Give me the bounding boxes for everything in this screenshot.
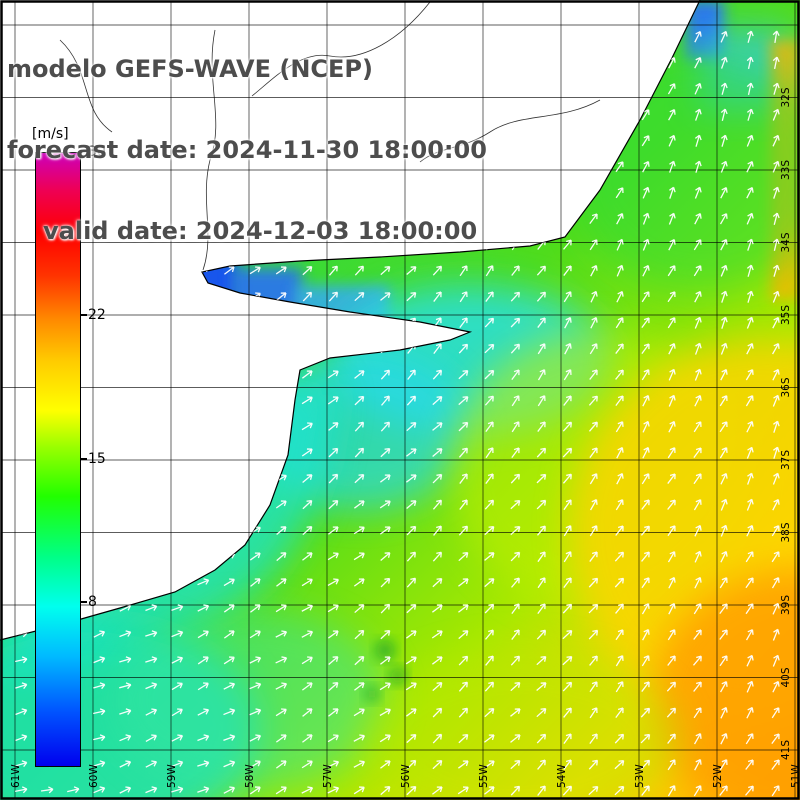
lon-label: 52W xyxy=(712,764,724,788)
lon-label: 60W xyxy=(88,764,100,788)
header: modelo GEFS-WAVE (NCEP) forecast date: 2… xyxy=(7,2,487,272)
lon-label: 58W xyxy=(244,764,256,788)
lon-label: 51W xyxy=(790,764,800,788)
colorbar-tick-label: 8 xyxy=(88,593,97,610)
colorbar-tick-label: 15 xyxy=(88,450,106,467)
lat-label: 32S xyxy=(780,87,792,107)
lon-label: 55W xyxy=(478,764,490,788)
lat-label: 41S xyxy=(780,740,792,760)
colorbar-gradient xyxy=(35,152,81,767)
lat-label: 34S xyxy=(780,232,792,252)
lon-label: 56W xyxy=(400,764,412,788)
colorbar-unit-label: [m/s] xyxy=(30,126,71,142)
lon-label: 61W xyxy=(10,764,22,788)
river-contours xyxy=(59,1,601,271)
lat-label: 35S xyxy=(780,305,792,325)
lat-label: 33S xyxy=(780,160,792,180)
lat-label: 38S xyxy=(780,522,792,542)
colorbar-tick-mark xyxy=(80,151,87,153)
lon-label: 59W xyxy=(166,764,178,788)
lat-label: 40S xyxy=(780,667,792,687)
lat-label: 39S xyxy=(780,595,792,615)
colorbar-tick-label: 22 xyxy=(88,307,106,324)
colorbar-tick-mark xyxy=(80,314,87,317)
colorbar: [m/s] 30 22 15 8 xyxy=(30,126,150,786)
lat-label: 37S xyxy=(780,450,792,470)
model-title: modelo GEFS-WAVE (NCEP) xyxy=(7,55,373,83)
colorbar-tick-label: 30 xyxy=(88,144,106,160)
lon-label: 57W xyxy=(322,764,334,788)
longitude-labels: 61W 60W 59W 58W 57W 56W 55W 54W 53W 52W 51W xyxy=(10,764,800,788)
colorbar-tick-mark xyxy=(80,457,87,460)
forecast-date: forecast date: 2024-11-30 18:00:00 xyxy=(7,136,487,164)
coastline xyxy=(0,0,701,641)
colorbar-tick-mark xyxy=(80,600,87,603)
lon-label: 54W xyxy=(556,764,568,788)
lon-label: 53W xyxy=(634,764,646,788)
valid-date: valid date: 2024-12-03 18:00:00 xyxy=(43,217,478,245)
latitude-labels: 32S 33S 34S 35S 36S 37S 38S 39S 40S 41S xyxy=(780,87,792,760)
lat-label: 36S xyxy=(780,377,792,397)
land-mass xyxy=(0,0,700,640)
